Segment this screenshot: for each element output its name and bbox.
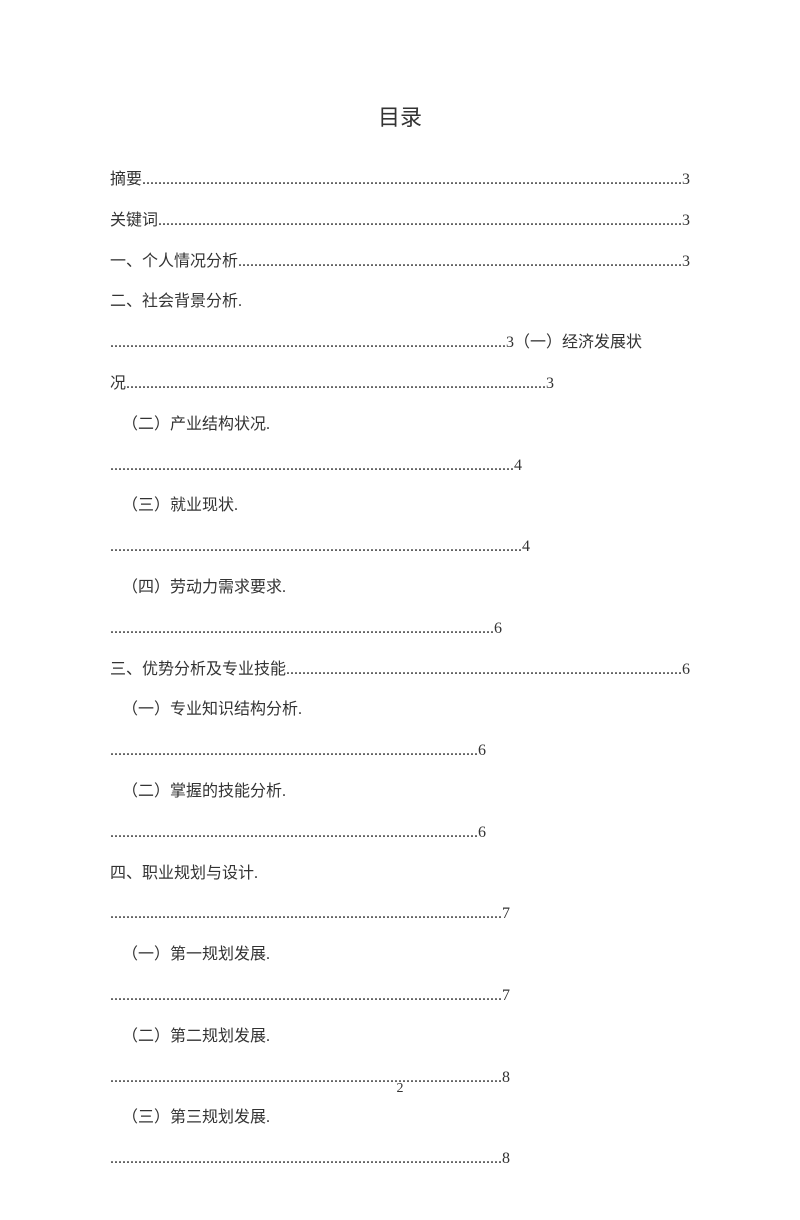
toc-entry-section-4-3: （三）第三规划发展. (110, 1098, 690, 1139)
toc-entry-keywords: 关键词 3 (110, 201, 690, 242)
toc-dots-fixed: ........................................… (110, 1139, 502, 1180)
toc-body: 摘要 3 关键词 3 一、个人情况分析 3 二、社会背景分析. ........… (110, 160, 690, 1180)
toc-dots-fixed: ........................................… (110, 894, 502, 935)
toc-dots (158, 201, 682, 242)
toc-label: （二）第二规划发展. (122, 1017, 270, 1058)
toc-entry-section-2-3-dots: ........................................… (110, 527, 690, 568)
toc-entry-section-2-wrap: ........................................… (110, 323, 690, 405)
toc-label: （三）就业现状. (122, 486, 238, 527)
toc-label: 关键词 (110, 201, 158, 242)
toc-page: 3 (506, 334, 514, 351)
toc-label: （二）产业结构状况. (122, 405, 270, 446)
toc-page: 6 (682, 650, 690, 691)
toc-label: 四、职业规划与设计. (110, 854, 258, 895)
toc-dots-fixed: ........................................… (110, 446, 514, 487)
toc-entry-section-3-2: （二）掌握的技能分析. (110, 772, 690, 813)
toc-dots-fixed: ........................................… (110, 334, 506, 351)
page-number: 2 (0, 1081, 800, 1097)
toc-dots (142, 160, 682, 201)
toc-entry-section-4: 四、职业规划与设计. (110, 854, 690, 895)
toc-entry-section-2-4: （四）劳动力需求要求. (110, 568, 690, 609)
toc-entry-section-3-1-dots: ........................................… (110, 731, 690, 772)
toc-dots (286, 650, 682, 691)
toc-entry-section-2-4-dots: ........................................… (110, 609, 690, 650)
toc-page: 3 (682, 242, 690, 283)
toc-page: 7 (502, 976, 510, 1017)
toc-label: （二）掌握的技能分析. (122, 772, 286, 813)
toc-label: （一）第一规划发展. (122, 935, 270, 976)
toc-entry-section-4-dots: ........................................… (110, 894, 690, 935)
toc-label: 二、社会背景分析. (110, 282, 242, 323)
toc-label: 一、个人情况分析 (110, 242, 238, 283)
toc-page: 8 (502, 1139, 510, 1180)
toc-entry-section-3-1: （一）专业知识结构分析. (110, 690, 690, 731)
toc-entry-section-2: 二、社会背景分析. (110, 282, 690, 323)
toc-title: 目录 (110, 100, 690, 132)
toc-entry-section-3-2-dots: ........................................… (110, 813, 690, 854)
toc-dots (238, 242, 682, 283)
toc-page: 6 (478, 813, 486, 854)
toc-entry-section-4-1-dots: ........................................… (110, 976, 690, 1017)
toc-entry-section-1: 一、个人情况分析 3 (110, 242, 690, 283)
toc-page: 7 (502, 894, 510, 935)
toc-entry-section-4-1: （一）第一规划发展. (110, 935, 690, 976)
toc-page: 4 (514, 446, 522, 487)
document-page: 目录 摘要 3 关键词 3 一、个人情况分析 3 二、社会背景分析. .....… (0, 0, 800, 1220)
toc-dots-fixed: ........................................… (110, 813, 478, 854)
toc-dots-fixed: ........................................… (110, 527, 522, 568)
toc-label: 摘要 (110, 160, 142, 201)
toc-page: 6 (494, 609, 502, 650)
toc-page: 3 (682, 201, 690, 242)
toc-page: 4 (522, 527, 530, 568)
toc-entry-section-4-3-dots: ........................................… (110, 1139, 690, 1180)
toc-entry-section-2-2-dots: ........................................… (110, 446, 690, 487)
toc-page: 6 (478, 731, 486, 772)
toc-entry-section-2-3: （三）就业现状. (110, 486, 690, 527)
toc-label: （三）第三规划发展. (122, 1098, 270, 1139)
toc-page: 3 (682, 160, 690, 201)
toc-entry-section-2-2: （二）产业结构状况. (110, 405, 690, 446)
toc-dots-fixed: ........................................… (126, 375, 546, 392)
toc-entry-section-4-2: （二）第二规划发展. (110, 1017, 690, 1058)
toc-dots-fixed: ........................................… (110, 731, 478, 772)
toc-entry-section-3: 三、优势分析及专业技能 6 (110, 650, 690, 691)
toc-label: （一）专业知识结构分析. (122, 690, 302, 731)
toc-dots-fixed: ........................................… (110, 976, 502, 1017)
toc-entry-abstract: 摘要 3 (110, 160, 690, 201)
toc-dots-fixed: ........................................… (110, 609, 494, 650)
toc-page: 3 (546, 375, 554, 392)
toc-label: 三、优势分析及专业技能 (110, 650, 286, 691)
toc-label: （四）劳动力需求要求. (122, 568, 286, 609)
